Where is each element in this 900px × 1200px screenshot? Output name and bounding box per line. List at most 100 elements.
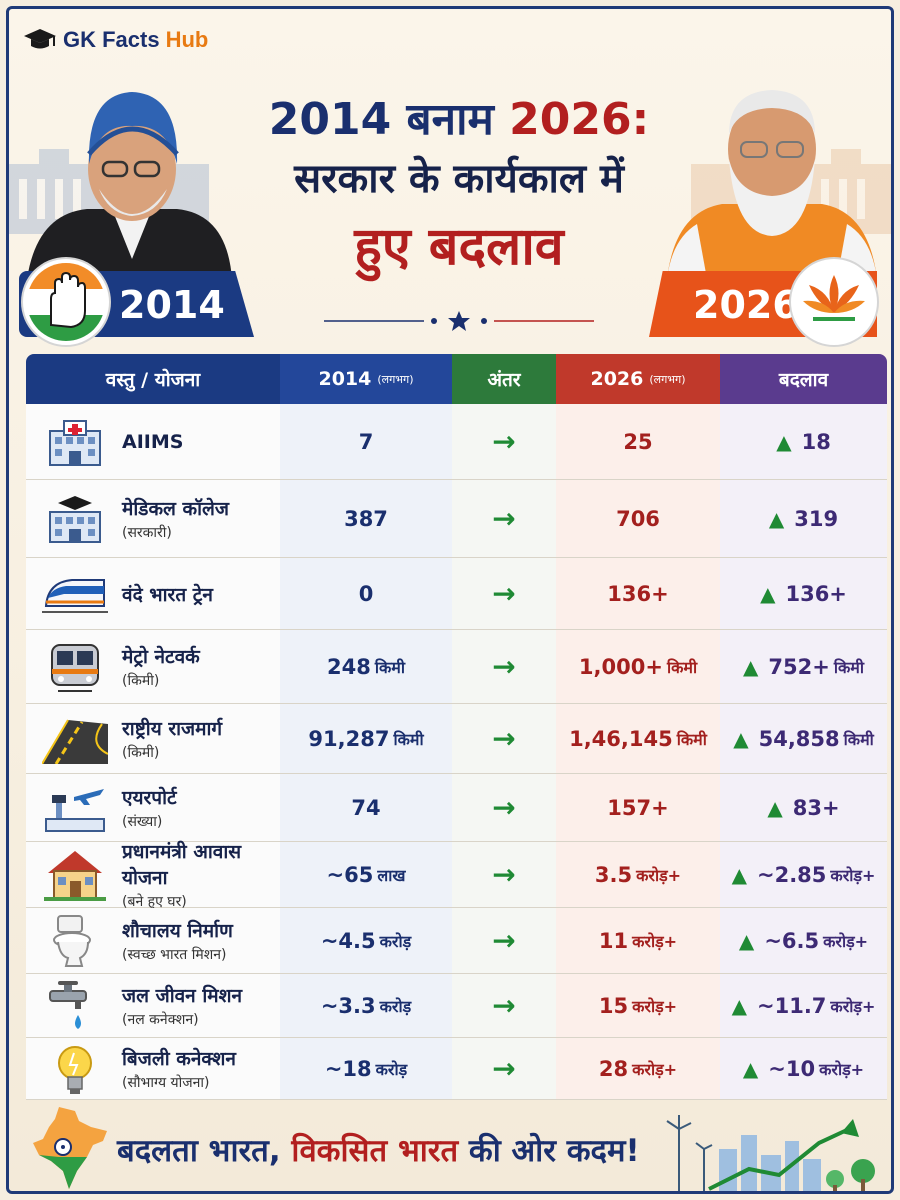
toilet-icon xyxy=(40,913,110,969)
value-2014-number: ~3.3 xyxy=(320,993,376,1018)
up-arrow-icon: ▲ xyxy=(776,429,792,454)
tap-icon xyxy=(40,978,110,1034)
value-2014: 74 xyxy=(280,774,452,841)
row-title: एयरपोर्ट xyxy=(122,787,177,809)
airport-icon xyxy=(40,780,110,836)
slogan-part-3: की ओर कदम! xyxy=(458,1133,640,1169)
value-2014-number: 387 xyxy=(344,506,388,531)
change-number: 136+ xyxy=(785,581,847,606)
congress-hand-logo xyxy=(23,259,109,345)
brand-name-accent: Hub xyxy=(165,27,209,52)
portrait-left xyxy=(27,92,232,279)
table-row: मेट्रो नेटवर्क (किमी) 248 किमी → 1,000+ कि… xyxy=(26,630,887,704)
header-2026-note: (लगभग) xyxy=(649,372,686,386)
value-2014: 7 xyxy=(280,404,452,479)
difference-arrow: → xyxy=(452,630,556,703)
change-number: 18 xyxy=(801,429,831,454)
table-row: शौचालय निर्माण (स्वच्छ भारत मिशन) ~4.5 कर… xyxy=(26,908,887,974)
value-2014: 387 xyxy=(280,480,452,557)
table-row: बिजली कनेक्शन (सौभाग्य योजना) ~18 करोड़ →… xyxy=(26,1038,887,1100)
row-title: मेट्रो नेटवर्क xyxy=(122,646,200,668)
value-2026-number: 25 xyxy=(623,429,653,454)
unit-label: करोड़+ xyxy=(830,996,876,1016)
value-2026: 706 xyxy=(556,480,720,557)
row-title: AIIMS xyxy=(122,430,184,453)
college-icon xyxy=(40,491,110,547)
lotus-symbol-icon xyxy=(803,275,865,321)
row-title: मेडिकल कॉलेज xyxy=(122,498,230,520)
change-value: ▲ ~2.85 करोड़+ xyxy=(720,842,887,907)
value-2014-number: 91,287 xyxy=(308,726,390,751)
value-2014: ~3.3 करोड़ xyxy=(280,974,452,1037)
growth-cityscape-icon xyxy=(666,1115,875,1191)
table-row: प्रधानमंत्री आवास योजना (बने हुए घर) ~65… xyxy=(26,841,887,910)
row-item: शौचालय निर्माण (स्वच्छ भारत मिशन) xyxy=(26,908,280,973)
unit-label: किमी xyxy=(833,657,864,677)
hospital-icon xyxy=(40,414,110,470)
header-2014: 2014 (लगभग) xyxy=(280,354,452,404)
value-2026: 28 करोड़+ xyxy=(556,1038,720,1099)
right-arrow-icon: → xyxy=(492,1052,516,1085)
value-2014-number: 7 xyxy=(358,429,374,454)
change-value: ▲ 83+ xyxy=(720,774,887,841)
change-value: ▲ 752+ किमी xyxy=(720,630,887,703)
row-subtitle: (किमी) xyxy=(122,745,160,761)
unit-label: करोड़+ xyxy=(830,865,876,885)
row-item: एयरपोर्ट (संख्या) xyxy=(26,774,280,841)
change-number: ~6.5 xyxy=(764,928,820,953)
brand-name: GK Facts xyxy=(63,27,160,52)
difference-arrow: → xyxy=(452,480,556,557)
change-number: 54,858 xyxy=(758,726,840,751)
value-2014: 91,287 किमी xyxy=(280,704,452,773)
value-2026-number: 157+ xyxy=(607,795,669,820)
right-arrow-icon: → xyxy=(492,577,516,610)
header-difference: अंतर xyxy=(452,354,556,404)
title-year-2026: 2026: xyxy=(509,94,650,145)
right-arrow-icon: → xyxy=(492,989,516,1022)
table-row: एयरपोर्ट (संख्या) 74 → 157+ ▲ 83+ xyxy=(26,774,887,842)
value-2026-number: 136+ xyxy=(607,581,669,606)
change-number: 752+ xyxy=(768,654,830,679)
value-2014: ~65 लाख xyxy=(280,842,452,907)
main-title-line-1: 2014 बनाम 2026: xyxy=(229,87,689,147)
comparison-table: वस्तु / योजना 2014 (लगभग) अंतर 2026 (लगभ… xyxy=(26,354,887,1100)
difference-arrow: → xyxy=(452,704,556,773)
right-arrow-icon: → xyxy=(492,924,516,957)
row-subtitle: (स्वच्छ भारत मिशन) xyxy=(122,947,227,963)
difference-arrow: → xyxy=(452,774,556,841)
change-number: ~11.7 xyxy=(757,993,827,1018)
value-2026-number: 1,46,145 xyxy=(569,726,673,751)
header-item: वस्तु / योजना xyxy=(26,354,280,404)
change-number: 83+ xyxy=(792,795,840,820)
table-row: वंदे भारत ट्रेन 0 → 136+ ▲ 136+ xyxy=(26,558,887,630)
value-2026-number: 706 xyxy=(616,506,660,531)
difference-arrow: → xyxy=(452,558,556,629)
value-2026: 25 xyxy=(556,404,720,479)
up-arrow-icon: ▲ xyxy=(733,726,749,751)
value-2014-number: ~18 xyxy=(324,1056,372,1081)
row-subtitle: (सौभाग्य योजना) xyxy=(122,1075,210,1091)
year-label-2026: 2026 xyxy=(693,283,799,327)
table-row: राष्ट्रीय राजमार्ग (किमी) 91,287 किमी → 1… xyxy=(26,704,887,774)
change-number: 319 xyxy=(794,506,839,531)
unit-label: किमी xyxy=(374,657,405,677)
row-title: बिजली कनेक्शन xyxy=(122,1048,236,1070)
difference-arrow: → xyxy=(452,908,556,973)
unit-label: किमी xyxy=(666,657,698,677)
value-2014-number: ~65 xyxy=(326,862,374,887)
value-2026: 11 करोड़+ xyxy=(556,908,720,973)
right-arrow-icon: → xyxy=(492,791,516,824)
header-2026: 2026 (लगभग) xyxy=(556,354,720,404)
change-value: ▲ ~10 करोड़+ xyxy=(720,1038,887,1099)
table-body: AIIMS 7 → 25 ▲ 18 मेडिकल कॉलेज (सरकारी) … xyxy=(26,404,887,1100)
unit-label: करोड़+ xyxy=(823,931,869,951)
row-subtitle: (सरकारी) xyxy=(122,525,172,541)
change-value: ▲ 136+ xyxy=(720,558,887,629)
value-2014-number: 74 xyxy=(351,795,381,820)
unit-label: किमी xyxy=(393,729,424,749)
bulb-icon xyxy=(40,1041,110,1097)
value-2026: 3.5 करोड़+ xyxy=(556,842,720,907)
footer-banner: बदलता भारत, विकसित भारत की ओर कदम! xyxy=(9,1099,891,1191)
row-subtitle: (किमी) xyxy=(122,673,160,689)
value-2014-number: 248 xyxy=(327,654,371,679)
